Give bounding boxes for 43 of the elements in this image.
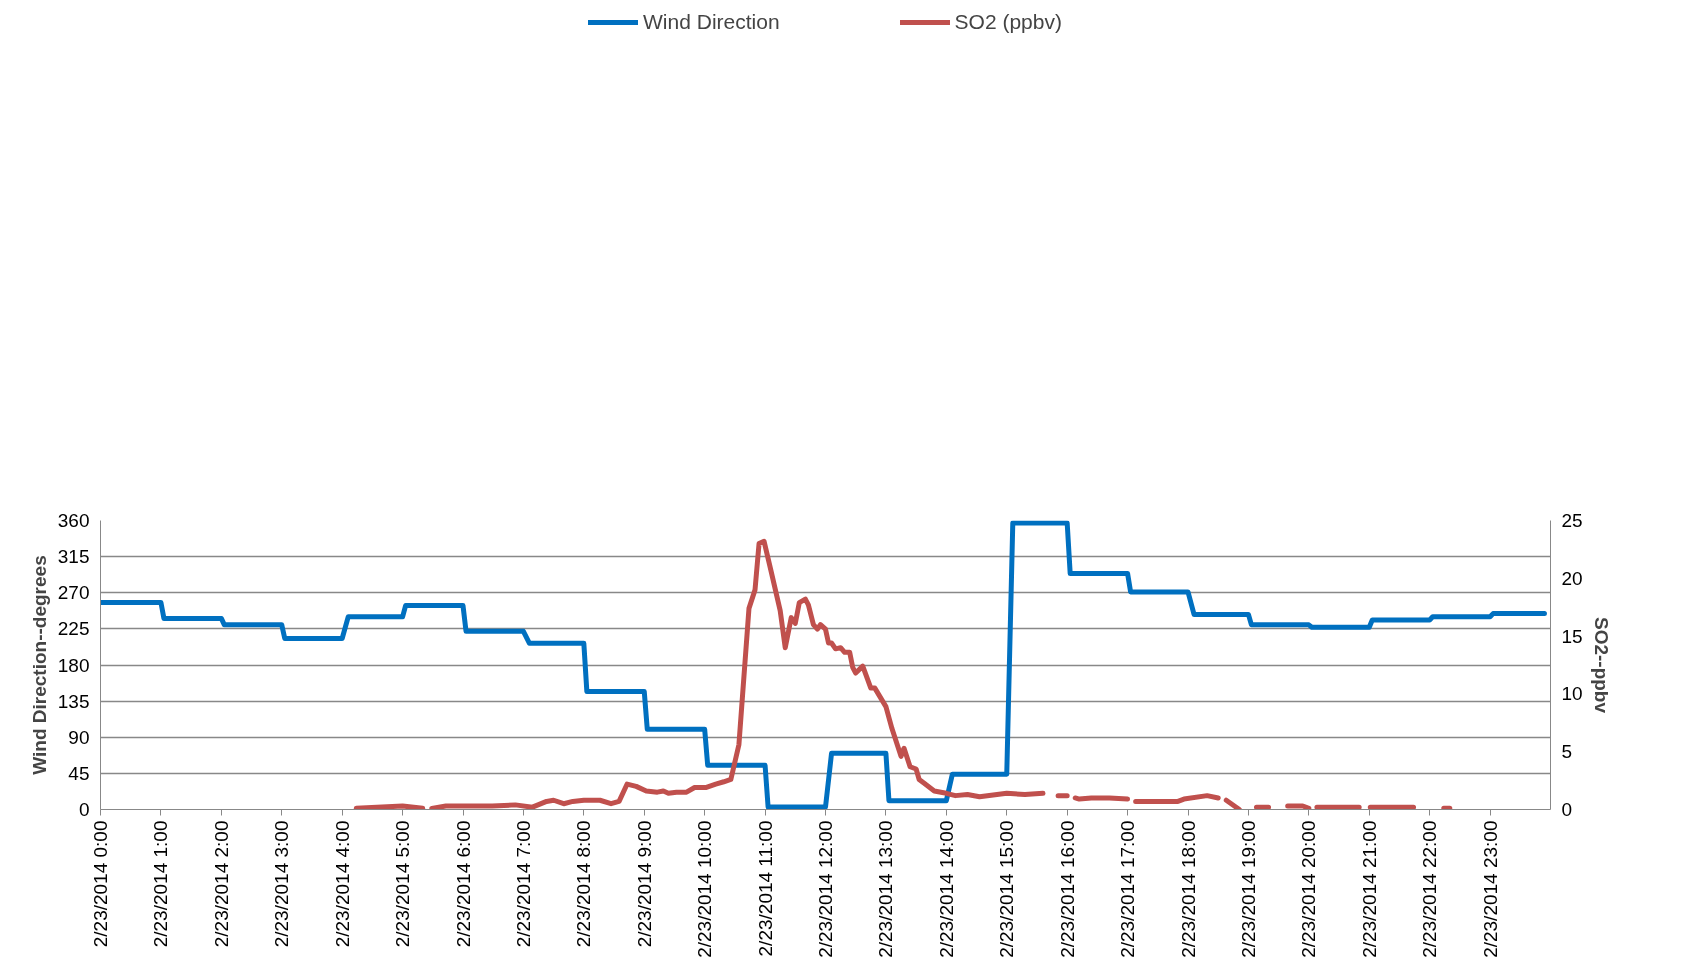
- x-tick-label: 2/23/2014 21:00: [1358, 820, 1380, 958]
- x-tick-label: 2/23/2014 16:00: [1056, 820, 1078, 958]
- x-tick-label: 2/23/2014 9:00: [633, 820, 655, 948]
- y-tick-label: 270: [57, 582, 90, 604]
- x-tick-label: 2/23/2014 18:00: [1177, 820, 1199, 958]
- x-tick-label: 2/23/2014 13:00: [875, 820, 897, 958]
- y-axis-title: Wind Direction--degrees: [28, 555, 50, 775]
- x-tick-label: 2/23/2014 0:00: [90, 820, 111, 948]
- y2-tick-label: 0: [1561, 799, 1573, 820]
- x-tick-label: 2/23/2014 10:00: [694, 820, 716, 958]
- y-tick-label: 315: [57, 546, 90, 568]
- x-tick-label: 2/23/2014 12:00: [815, 820, 836, 958]
- x-tick-label: 2/23/2014 8:00: [573, 820, 595, 948]
- x-tick-label: 2/23/2014 6:00: [452, 820, 474, 948]
- x-tick-label: 2/23/2014 7:00: [512, 820, 534, 948]
- y2-tick-label: 15: [1561, 625, 1583, 647]
- x-tick-label: 2/23/2014 3:00: [271, 820, 293, 948]
- x-tick-label: 2/23/2014 20:00: [1298, 820, 1320, 958]
- x-tick-label: 2/23/2014 23:00: [1479, 820, 1501, 958]
- y-tick-label: 135: [57, 690, 90, 712]
- x-tick-label: 2/23/2014 5:00: [392, 820, 414, 948]
- x-tick-label: 2/23/2014 4:00: [331, 820, 353, 948]
- y-tick-label: 225: [57, 618, 90, 640]
- y-tick-label: 180: [57, 654, 90, 676]
- y2-tick-label: 20: [1561, 567, 1583, 589]
- legend-label: Wind Direction: [643, 10, 780, 34]
- x-tick-label: 2/23/2014 14:00: [935, 820, 957, 958]
- x-tick-label: 2/23/2014 17:00: [1117, 820, 1139, 958]
- x-tick-label: 2/23/2014 1:00: [150, 820, 172, 948]
- x-tick-label: 2/23/2014 22:00: [1419, 820, 1441, 958]
- legend-label: SO2 (ppbv): [954, 10, 1062, 34]
- x-tick-label: 2/23/2014 15:00: [996, 820, 1018, 958]
- y2-tick-label: 5: [1561, 741, 1573, 763]
- x-tick-label: 2/23/2014 11:00: [754, 820, 776, 957]
- y-tick-label: 90: [68, 726, 90, 748]
- y-tick-label: 45: [68, 762, 90, 784]
- y-tick-label: 0: [78, 799, 90, 820]
- y2-tick-label: 10: [1561, 683, 1583, 705]
- y2-axis-title: SO2--ppbv: [1590, 616, 1612, 714]
- x-tick-label: 2/23/2014 2:00: [210, 820, 232, 948]
- y2-tick-label: 25: [1561, 510, 1583, 531]
- y-tick-label: 360: [57, 510, 90, 531]
- x-tick-label: 2/23/2014 19:00: [1237, 820, 1259, 958]
